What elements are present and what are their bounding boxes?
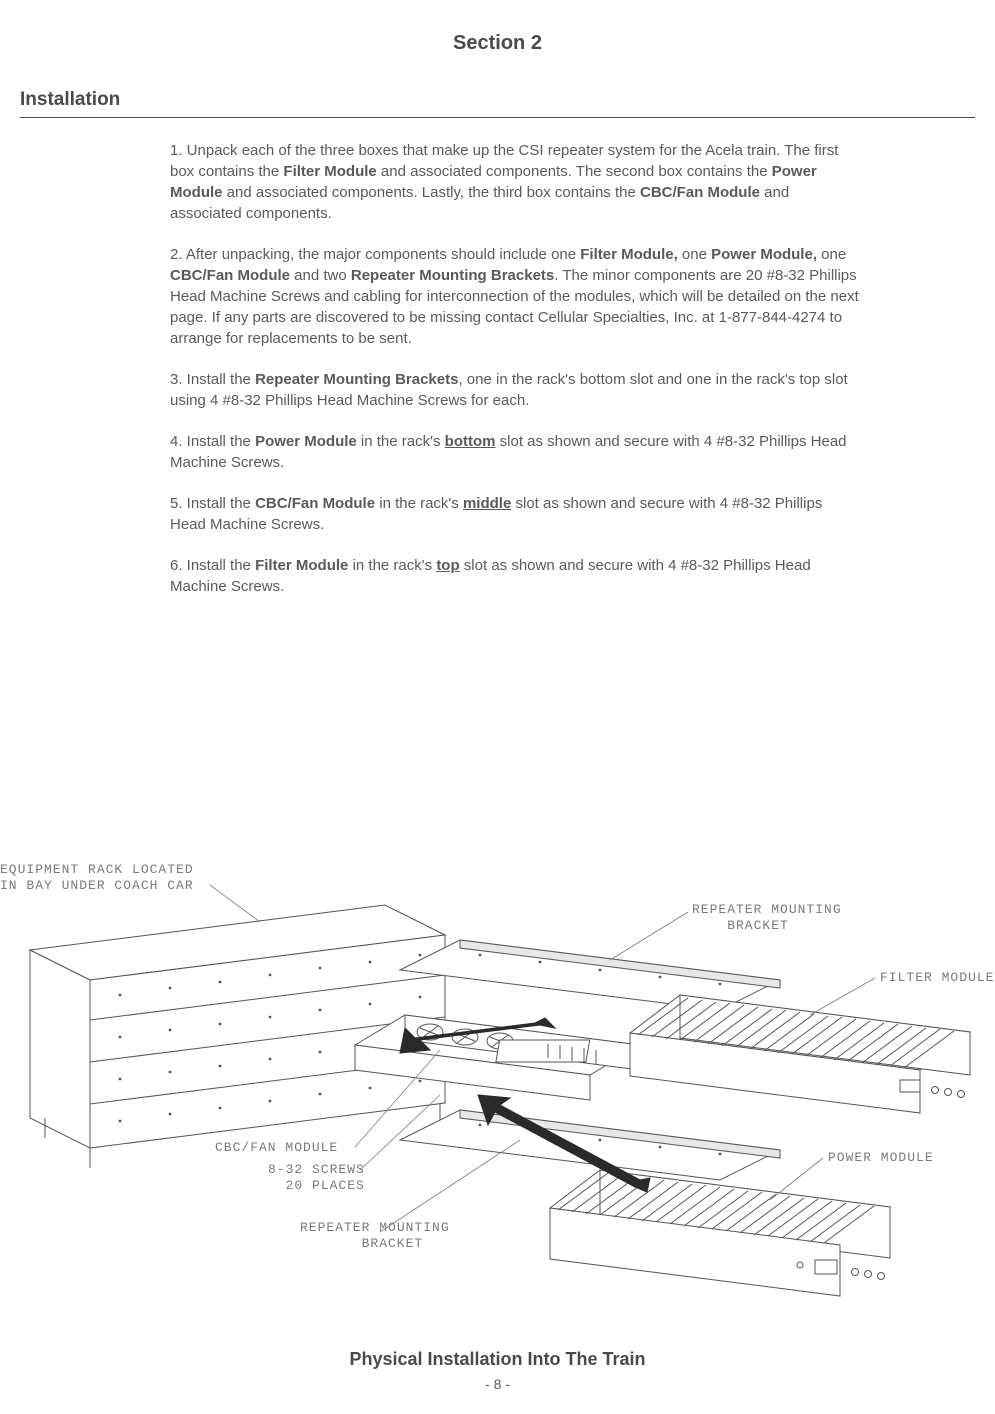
p2-bold-rmb: Repeater Mounting Brackets bbox=[351, 267, 554, 284]
installation-diagram: EQUIPMENT RACK LOCATED IN BAY UNDER COAC… bbox=[0, 840, 995, 1320]
p2-text: one bbox=[817, 246, 846, 263]
label-cbcfan-module: CBC/FAN MODULE bbox=[215, 1140, 338, 1156]
p2-text: 2. After unpacking, the major components… bbox=[170, 246, 580, 263]
paragraph-6: 6. Install the Filter Module in the rack… bbox=[170, 555, 860, 597]
p4-bold-power: Power Module bbox=[255, 433, 357, 450]
paragraph-3: 3. Install the Repeater Mounting Bracket… bbox=[170, 369, 860, 411]
p2-bold-power: Power Module, bbox=[711, 246, 817, 263]
p6-bold-filter: Filter Module bbox=[255, 557, 348, 574]
p6-text: 6. Install the bbox=[170, 557, 255, 574]
section-title: Section 2 bbox=[0, 0, 995, 55]
paragraph-4: 4. Install the Power Module in the rack'… bbox=[170, 431, 860, 473]
filter-module-shape bbox=[630, 995, 970, 1113]
power-module-shape bbox=[550, 1170, 890, 1296]
p6-underline-top: top bbox=[436, 557, 459, 574]
label-equipment-rack: EQUIPMENT RACK LOCATED IN BAY UNDER COAC… bbox=[0, 862, 194, 893]
bracket-bottom-shape bbox=[400, 1110, 780, 1180]
p3-bold-rmb: Repeater Mounting Brackets bbox=[255, 371, 458, 388]
p5-text: 5. Install the bbox=[170, 495, 255, 512]
p5-text: in the rack's bbox=[375, 495, 463, 512]
p4-text: 4. Install the bbox=[170, 433, 255, 450]
footer-title: Physical Installation Into The Train bbox=[0, 1349, 995, 1370]
label-power-module: POWER MODULE bbox=[828, 1150, 934, 1166]
subsection-title: Installation bbox=[20, 89, 995, 111]
p4-text: in the rack's bbox=[357, 433, 445, 450]
p5-underline-middle: middle bbox=[463, 495, 511, 512]
p2-bold-filter: Filter Module, bbox=[580, 246, 678, 263]
label-rmb-top: REPEATER MOUNTING BRACKET bbox=[692, 902, 842, 933]
p1-text: and associated components. The second bo… bbox=[377, 163, 772, 180]
p3-text: 3. Install the bbox=[170, 371, 255, 388]
p2-bold-cbc: CBC/Fan Module bbox=[170, 267, 290, 284]
p1-bold-cbc: CBC/Fan Module bbox=[640, 184, 760, 201]
content-body: 1. Unpack each of the three boxes that m… bbox=[170, 140, 860, 597]
label-filter-module: FILTER MODULE bbox=[880, 970, 994, 986]
p2-text: and two bbox=[290, 267, 351, 284]
p6-text: in the rack's bbox=[348, 557, 436, 574]
p2-text: one bbox=[678, 246, 711, 263]
bracket-top-shape bbox=[400, 940, 780, 1010]
p5-bold-cbc: CBC/Fan Module bbox=[255, 495, 375, 512]
paragraph-2: 2. After unpacking, the major components… bbox=[170, 244, 860, 349]
paragraph-1: 1. Unpack each of the three boxes that m… bbox=[170, 140, 860, 224]
p4-underline-bottom: bottom bbox=[445, 433, 496, 450]
p1-bold-filter: Filter Module bbox=[283, 163, 376, 180]
diagram-svg bbox=[0, 840, 995, 1320]
paragraph-5: 5. Install the CBC/Fan Module in the rac… bbox=[170, 493, 860, 535]
page-number: - 8 - bbox=[0, 1376, 995, 1392]
divider-line bbox=[20, 117, 975, 118]
p1-text: and associated components. Lastly, the t… bbox=[223, 184, 640, 201]
label-screws: 8-32 SCREWS 20 PLACES bbox=[268, 1162, 365, 1193]
label-rmb-bottom: REPEATER MOUNTING BRACKET bbox=[300, 1220, 450, 1251]
